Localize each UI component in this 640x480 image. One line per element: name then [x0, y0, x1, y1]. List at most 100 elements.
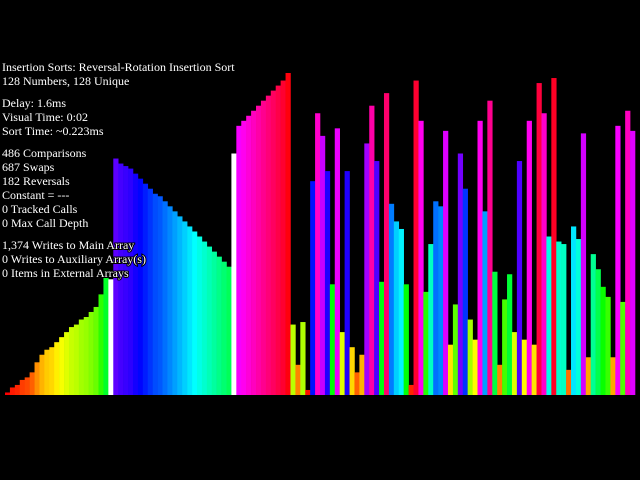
array-bar [123, 166, 129, 395]
array-bar [182, 221, 188, 395]
array-bar [561, 244, 567, 395]
array-bar [571, 226, 577, 395]
bars [5, 73, 636, 395]
array-bar [507, 274, 513, 395]
array-bar [541, 113, 547, 395]
array-bar [610, 357, 616, 395]
array-bar [526, 120, 532, 395]
array-bar [625, 110, 631, 395]
array-bar [423, 291, 429, 395]
array-bar [531, 344, 537, 395]
stat-line: 687 Swaps [2, 160, 55, 174]
stat-line: 1,374 Writes to Main Array [2, 238, 134, 252]
array-bar [24, 377, 30, 395]
stat-line: Delay: 1.6ms [2, 96, 66, 110]
array-bar [477, 120, 483, 395]
array-bar [369, 105, 375, 395]
array-bar [556, 241, 562, 395]
array-bar [388, 203, 395, 395]
array-bar [300, 322, 306, 395]
array-bar [39, 354, 45, 395]
array-bar [59, 337, 65, 395]
array-bar [201, 241, 208, 395]
array-bar [408, 384, 414, 395]
array-bar [428, 244, 434, 395]
array-bar [187, 226, 193, 395]
array-bar [246, 115, 252, 395]
stat-line: 486 Comparisons [2, 146, 87, 160]
stat-line: 0 Writes to Auxiliary Array(s) [2, 252, 146, 266]
stat-line: 0 Items in External Arrays [2, 266, 129, 280]
array-bar [275, 85, 281, 395]
array-bar [546, 236, 552, 395]
stat-line: Sort Time: ~0.223ms [2, 124, 104, 138]
array-bar [492, 271, 498, 395]
stats-panel: Insertion Sorts: Reversal-Rotation Inser… [1, 59, 236, 281]
array-bar [34, 362, 40, 395]
array-bar [231, 153, 237, 395]
array-bar [285, 73, 291, 395]
array-bar [132, 173, 139, 395]
array-bar [339, 332, 345, 395]
title: Insertion Sorts: Reversal-Rotation Inser… [2, 60, 235, 74]
array-bar [615, 125, 621, 395]
array-bar [320, 135, 326, 395]
array-bar [5, 392, 11, 395]
stat-line: 0 Tracked Calls [2, 202, 78, 216]
array-bar [108, 279, 114, 395]
array-bar [128, 168, 134, 395]
array-bar [315, 113, 321, 395]
array-bar [433, 201, 439, 395]
stat-line: 182 Reversals [2, 174, 70, 188]
array-bar [324, 171, 331, 395]
array-bar [251, 110, 257, 395]
array-bar [472, 339, 478, 395]
array-bar [630, 130, 636, 395]
array-bar [54, 342, 60, 395]
array-bar [595, 269, 601, 395]
array-bar [241, 120, 247, 395]
array-bar [98, 294, 104, 395]
array-bar [418, 120, 424, 395]
array-bar [605, 296, 611, 395]
array-bar [620, 301, 626, 395]
array-bar [305, 389, 311, 395]
array-bar [590, 254, 596, 395]
array-bar [536, 83, 542, 395]
array-bar [142, 183, 149, 395]
array-bar [585, 357, 592, 395]
array-bar [68, 327, 75, 395]
array-bar [172, 211, 178, 395]
array-bar [310, 181, 316, 395]
array-bar [93, 306, 99, 395]
array-bar [78, 319, 85, 395]
array-bar [147, 188, 153, 395]
stat-line: Visual Time: 0:02 [2, 110, 88, 124]
array-bar [502, 299, 508, 395]
array-bar [329, 284, 336, 395]
array-bar [438, 206, 444, 395]
array-bar [206, 246, 213, 395]
array-bar [226, 266, 232, 395]
array-bar [9, 387, 16, 395]
array-bar [19, 379, 25, 395]
array-bar [64, 332, 70, 395]
array-bar [177, 216, 183, 395]
stat-line: Constant = --- [2, 188, 69, 202]
array-bar [398, 228, 404, 395]
array-bar [14, 384, 21, 395]
array-bar [452, 304, 459, 395]
array-bar [379, 281, 385, 395]
array-bar [349, 347, 355, 395]
array-bar [211, 251, 217, 395]
array-bar [344, 171, 350, 395]
array-bar [113, 158, 119, 395]
array-bar [152, 193, 158, 395]
array-bar [221, 261, 227, 395]
array-bar [137, 178, 144, 395]
stat-line: 0 Max Call Depth [2, 216, 88, 230]
array-bar [29, 372, 35, 395]
array-bar [118, 163, 124, 395]
array-bar [270, 90, 277, 395]
array-bar [83, 317, 89, 395]
